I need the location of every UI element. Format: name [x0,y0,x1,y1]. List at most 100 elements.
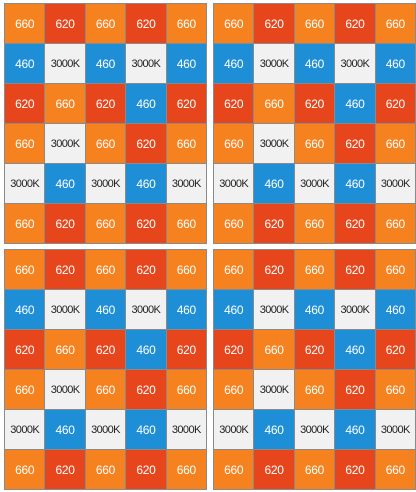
led-cell-660: 660 [5,370,45,409]
led-panel-top-left: 660 620 660 620 660 460 3000K 460 3000K 460 620 660… [4,3,207,244]
led-cell-660: 660 [375,250,415,289]
led-cell-620: 620 [5,330,45,369]
led-cell-660: 660 [85,250,126,289]
led-cell-660: 660 [294,370,335,409]
led-panel-bottom-left: 660 620 660 620 660 460 3000K 460 3000K 460 620 660… [4,249,207,490]
led-cell-460: 460 [335,330,375,369]
led-cell-660: 660 [214,204,254,243]
led-cell-620: 620 [166,84,206,123]
led-cell-3000k: 3000K [254,370,294,409]
led-cell-660: 660 [5,4,45,43]
led-cell-620: 620 [375,330,415,369]
led-cell-460: 460 [375,290,415,329]
led-cell-460: 460 [375,44,415,83]
led-cell-3000k: 3000K [5,410,45,449]
led-cell-3000k: 3000K [335,44,375,83]
led-cell-3000k: 3000K [214,164,254,203]
led-cell-620: 620 [45,250,85,289]
led-cell-660: 660 [166,4,206,43]
led-cell-660: 660 [294,450,335,489]
led-cell-3000k: 3000K [126,290,166,329]
led-cell-3000k: 3000K [85,410,126,449]
led-cell-660: 660 [166,204,206,243]
led-cell-460: 460 [126,84,166,123]
led-panel-bottom-right: 660 620 660 620 660 460 3000K 460 3000K 460 620 660… [213,249,416,490]
led-cell-3000k: 3000K [126,44,166,83]
led-cell-620: 620 [85,84,126,123]
led-cell-660: 660 [5,204,45,243]
led-cell-460: 460 [45,164,85,203]
led-cell-460: 460 [254,410,294,449]
led-cell-620: 620 [214,330,254,369]
led-cell-620: 620 [335,204,375,243]
led-cell-460: 460 [214,44,254,83]
led-cell-460: 460 [126,330,166,369]
led-cell-660: 660 [85,204,126,243]
led-cell-660: 660 [85,370,126,409]
led-cell-3000k: 3000K [214,410,254,449]
led-cell-3000k: 3000K [45,124,85,163]
led-cell-3000k: 3000K [45,290,85,329]
led-cell-660: 660 [375,4,415,43]
led-cell-660: 660 [375,204,415,243]
led-cell-620: 620 [45,204,85,243]
led-cell-620: 620 [335,124,375,163]
led-cell-660: 660 [5,450,45,489]
led-cell-3000k: 3000K [294,410,335,449]
led-cell-620: 620 [375,84,415,123]
led-cell-620: 620 [45,450,85,489]
led-cell-620: 620 [126,204,166,243]
led-cell-660: 660 [214,4,254,43]
led-cell-660: 660 [166,370,206,409]
led-cell-3000k: 3000K [166,410,206,449]
led-cell-660: 660 [45,330,85,369]
led-cell-460: 460 [335,164,375,203]
led-cell-460: 460 [166,290,206,329]
led-cell-660: 660 [85,124,126,163]
led-cell-460: 460 [85,44,126,83]
led-cell-620: 620 [214,84,254,123]
led-cell-3000k: 3000K [5,164,45,203]
led-cell-660: 660 [214,250,254,289]
led-cell-660: 660 [5,124,45,163]
led-cell-620: 620 [335,250,375,289]
led-cell-3000k: 3000K [254,124,294,163]
led-cell-460: 460 [5,44,45,83]
led-cell-660: 660 [294,4,335,43]
led-cell-460: 460 [335,84,375,123]
led-cell-620: 620 [126,450,166,489]
led-cell-660: 660 [254,84,294,123]
led-cell-460: 460 [126,164,166,203]
led-cell-3000k: 3000K [166,164,206,203]
led-cell-460: 460 [45,410,85,449]
led-cell-660: 660 [294,124,335,163]
led-cell-3000k: 3000K [335,290,375,329]
led-cell-620: 620 [166,330,206,369]
led-cell-660: 660 [45,84,85,123]
led-cell-3000k: 3000K [45,370,85,409]
led-cell-620: 620 [294,84,335,123]
led-cell-660: 660 [375,370,415,409]
led-cell-460: 460 [294,44,335,83]
led-cell-660: 660 [214,370,254,409]
led-cell-660: 660 [166,450,206,489]
led-cell-460: 460 [335,410,375,449]
led-cell-3000k: 3000K [294,164,335,203]
led-cell-620: 620 [335,4,375,43]
led-cell-660: 660 [294,250,335,289]
led-cell-660: 660 [254,330,294,369]
led-cell-460: 460 [214,290,254,329]
led-cell-460: 460 [294,290,335,329]
led-cell-660: 660 [294,204,335,243]
led-cell-3000k: 3000K [45,44,85,83]
led-cell-3000k: 3000K [254,44,294,83]
led-cell-620: 620 [335,450,375,489]
led-cell-620: 620 [254,250,294,289]
led-cell-620: 620 [85,330,126,369]
led-cell-460: 460 [126,410,166,449]
led-cell-460: 460 [254,164,294,203]
led-cell-660: 660 [214,450,254,489]
led-cell-660: 660 [166,124,206,163]
led-cell-3000k: 3000K [375,410,415,449]
led-cell-660: 660 [375,450,415,489]
